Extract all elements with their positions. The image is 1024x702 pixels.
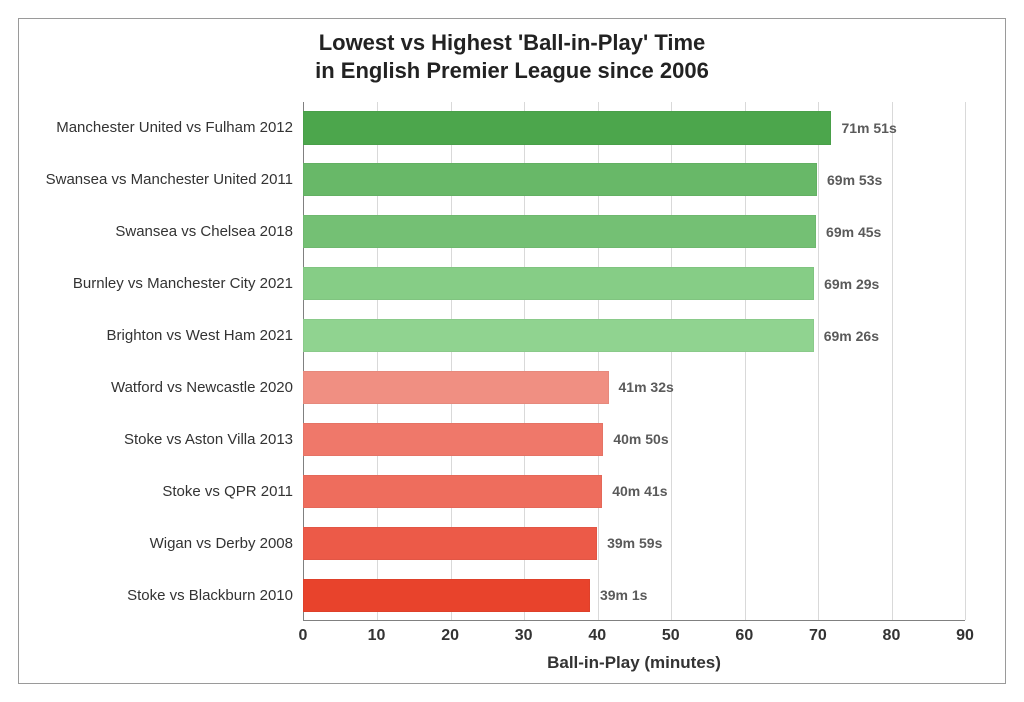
bar [303,163,817,196]
x-tick-label: 10 [368,627,386,645]
y-axis-label: Stoke vs Blackburn 2010 [35,569,303,621]
bar-value-label: 69m 53s [827,172,882,188]
x-tick-label: 30 [515,627,533,645]
x-tick-label: 40 [588,627,606,645]
y-axis-labels: Manchester United vs Fulham 2012Swansea … [35,102,303,621]
x-tick-label: 80 [883,627,901,645]
chart-frame: Lowest vs Highest 'Ball-in-Play' Time in… [0,0,1024,702]
bar-value-label: 71m 51s [841,120,896,136]
bars-area: 71m 51s 69m 53s 69m 45s 69m 29s 69m 26s 41m 3… [303,102,965,621]
bar [303,111,831,144]
bar-value-label: 40m 41s [612,483,667,499]
gridline [965,102,966,620]
bar-row: 39m 1s [303,569,965,621]
bar-row: 69m 29s [303,258,965,310]
bar-value-label: 69m 45s [826,224,881,240]
bar-value-label: 41m 32s [619,379,674,395]
bar-row: 41m 32s [303,362,965,414]
bar-row: 39m 59s [303,517,965,569]
y-axis-label: Swansea vs Chelsea 2018 [35,206,303,258]
bar-value-label: 69m 29s [824,276,879,292]
y-axis-label: Stoke vs Aston Villa 2013 [35,413,303,465]
bars-column: 71m 51s 69m 53s 69m 45s 69m 29s 69m 26s 41m 3… [303,102,965,621]
y-axis-label: Brighton vs West Ham 2021 [35,310,303,362]
bar [303,267,814,300]
bar [303,579,590,612]
x-tick-label: 90 [956,627,974,645]
title-line-2: in English Premier League since 2006 [315,58,709,83]
chart-title: Lowest vs Highest 'Ball-in-Play' Time in… [35,29,989,84]
bar-row: 69m 26s [303,310,965,362]
y-axis-label: Wigan vs Derby 2008 [35,517,303,569]
bar-row: 69m 45s [303,206,965,258]
x-axis-title: Ball-in-Play (minutes) [303,653,965,673]
bar [303,475,602,508]
bar [303,527,597,560]
chart-area: Manchester United vs Fulham 2012Swansea … [35,84,989,677]
bar-row: 40m 41s [303,465,965,517]
x-tick-label: 70 [809,627,827,645]
x-axis-ticks: 0102030405060708090 [303,621,965,651]
bar-row: 71m 51s [303,102,965,154]
bar [303,215,816,248]
x-tick-label: 50 [662,627,680,645]
y-axis-label: Swansea vs Manchester United 2011 [35,154,303,206]
bar-row: 69m 53s [303,154,965,206]
bar-row: 40m 50s [303,413,965,465]
y-axis-label: Watford vs Newcastle 2020 [35,362,303,414]
plot-area: Manchester United vs Fulham 2012Swansea … [35,102,989,621]
x-tick-label: 60 [735,627,753,645]
title-line-1: Lowest vs Highest 'Ball-in-Play' Time [319,30,706,55]
bar [303,423,603,456]
x-tick-label: 0 [299,627,308,645]
bar-value-label: 39m 59s [607,535,662,551]
bar-value-label: 39m 1s [600,587,647,603]
bar [303,319,814,352]
y-axis-label: Manchester United vs Fulham 2012 [35,102,303,154]
x-tick-label: 20 [441,627,459,645]
bar [303,371,609,404]
y-axis-label: Stoke vs QPR 2011 [35,465,303,517]
bar-value-label: 40m 50s [613,431,668,447]
bar-value-label: 69m 26s [824,328,879,344]
y-axis-label: Burnley vs Manchester City 2021 [35,258,303,310]
chart-panel: Lowest vs Highest 'Ball-in-Play' Time in… [18,18,1006,684]
